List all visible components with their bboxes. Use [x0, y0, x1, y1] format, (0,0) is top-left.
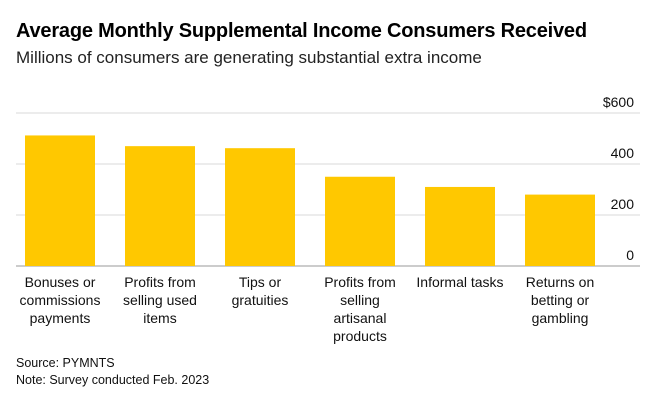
survey-note: Note: Survey conducted Feb. 2023 [16, 373, 210, 387]
bar [25, 135, 95, 266]
bar [425, 186, 495, 266]
bar [125, 146, 195, 266]
bar [225, 148, 295, 266]
bar [525, 194, 595, 266]
chart-subtitle: Millions of consumers are generating sub… [16, 48, 482, 67]
category-label: Returns on betting or gambling [525, 274, 595, 326]
y-tick-label: 400 [611, 145, 635, 161]
y-tick-label: 200 [611, 196, 635, 212]
category-label: Bonuses or commissions payments [19, 274, 101, 326]
y-tick-label: 0 [626, 247, 634, 263]
category-label: Tips or gratuities [231, 274, 289, 308]
bar [325, 176, 395, 266]
source-note: Source: PYMNTS [16, 356, 115, 370]
category-label: Informal tasks [416, 274, 504, 290]
category-label: Profits from selling used items [123, 274, 197, 326]
category-label: Profits from selling artisanal products [324, 274, 396, 344]
chart-title: Average Monthly Supplemental Income Cons… [16, 20, 587, 42]
y-tick-label: $600 [603, 94, 634, 110]
